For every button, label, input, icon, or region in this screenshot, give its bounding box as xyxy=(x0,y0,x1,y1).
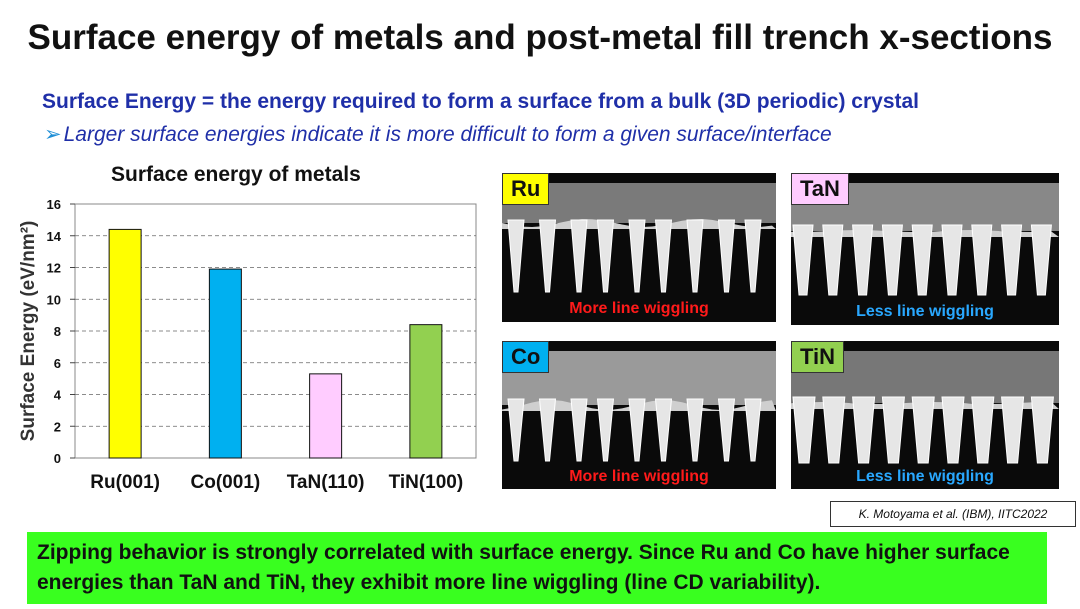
x-tick-label: Co(001) xyxy=(191,472,261,493)
sem-metal-line xyxy=(654,398,673,462)
y-tick-label: 12 xyxy=(47,261,61,276)
tin-caption: Less line wiggling xyxy=(856,468,994,485)
sem-metal-line xyxy=(717,219,736,293)
bar xyxy=(409,324,443,459)
sem-metal-line xyxy=(507,219,525,293)
ru-caption: More line wiggling xyxy=(569,300,709,317)
bullet-text: Larger surface energies indicate it is m… xyxy=(63,123,832,146)
citation: K. Motoyama et al. (IBM), IITC2022 xyxy=(830,501,1076,527)
sem-metal-line xyxy=(570,398,588,462)
sem-metal-line xyxy=(570,219,588,293)
ru-label: Ru xyxy=(502,173,550,205)
bar xyxy=(108,228,142,459)
arrow-bullet-icon: ➢ xyxy=(44,123,62,146)
x-tick-label: TiN(100) xyxy=(389,472,464,493)
co-caption: More line wiggling xyxy=(569,468,709,485)
x-tick-label: Ru(001) xyxy=(90,472,160,493)
sem-metal-line xyxy=(822,224,844,296)
y-tick-label: 10 xyxy=(47,292,61,307)
sem-metal-line xyxy=(971,224,993,296)
bullet-point: ➢Larger surface energies indicate it is … xyxy=(44,122,832,147)
tin-sem-panel: TiN Less line wiggling xyxy=(791,341,1059,489)
sem-metal-line xyxy=(792,396,816,464)
sem-surface xyxy=(502,219,776,229)
y-tick-label: 8 xyxy=(54,324,61,339)
sem-metal-line xyxy=(538,398,557,462)
sem-metal-line xyxy=(744,398,762,462)
sem-metal-line xyxy=(881,224,903,296)
sem-metal-line xyxy=(792,224,814,296)
y-tick-label: 16 xyxy=(47,197,61,212)
sem-metal-line xyxy=(596,219,615,293)
chart-title: Surface energy of metals xyxy=(111,163,361,186)
sem-metal-line xyxy=(654,219,673,293)
y-tick-label: 6 xyxy=(54,356,61,371)
sem-metal-line xyxy=(911,396,935,464)
tan-caption: Less line wiggling xyxy=(856,303,994,320)
sem-metal-line xyxy=(881,396,905,464)
co-sem-panel: Co More line wiggling xyxy=(502,341,776,489)
sem-metal-line xyxy=(1030,224,1052,296)
sem-metal-line xyxy=(852,224,874,296)
y-tick-label: 2 xyxy=(54,419,61,434)
sem-metal-line xyxy=(911,224,933,296)
bar xyxy=(309,373,343,459)
tan-sem-panel: TaN Less line wiggling xyxy=(791,173,1059,325)
tan-label: TaN xyxy=(791,173,849,205)
sem-metal-line xyxy=(717,398,736,462)
sem-metal-line xyxy=(852,396,876,464)
y-axis-label: Surface Energy (eV/nm²) xyxy=(18,221,39,442)
sem-metal-line xyxy=(628,219,646,293)
tin-label: TiN xyxy=(791,341,845,373)
sem-metal-line xyxy=(822,396,846,464)
sem-metal-line xyxy=(1001,224,1023,296)
conclusion-box: Zipping behavior is strongly correlated … xyxy=(27,532,1047,604)
sem-metal-line xyxy=(1030,396,1054,464)
surface-energy-bar-chart: 0 2 4 6 8 10 12 14 16 Ru(001) Co(001) TaN(110) TiN(1… xyxy=(18,197,477,493)
sem-metal-line xyxy=(628,398,646,462)
bar xyxy=(208,268,242,459)
sem-metal-line xyxy=(941,224,963,296)
co-label: Co xyxy=(502,341,550,373)
y-tick-label: 0 xyxy=(54,451,61,466)
y-tick-label: 14 xyxy=(47,229,62,244)
sem-metal-line xyxy=(538,219,557,293)
sem-metal-line xyxy=(941,396,965,464)
sem-metal-line xyxy=(507,398,525,462)
sem-metal-line xyxy=(1001,396,1025,464)
sem-metal-line xyxy=(744,219,762,293)
ru-sem-panel: Ru More line wiggling xyxy=(502,173,776,322)
y-tick-label: 4 xyxy=(54,388,62,403)
sem-metal-line xyxy=(686,398,704,462)
sem-metal-line xyxy=(971,396,995,464)
definition-text: Surface Energy = the energy required to … xyxy=(42,90,920,113)
sem-metal-line xyxy=(596,398,615,462)
sem-metal-line xyxy=(686,219,704,293)
x-tick-label: TaN(110) xyxy=(287,472,365,493)
slide-title: Surface energy of metals and post-metal … xyxy=(27,18,1053,57)
